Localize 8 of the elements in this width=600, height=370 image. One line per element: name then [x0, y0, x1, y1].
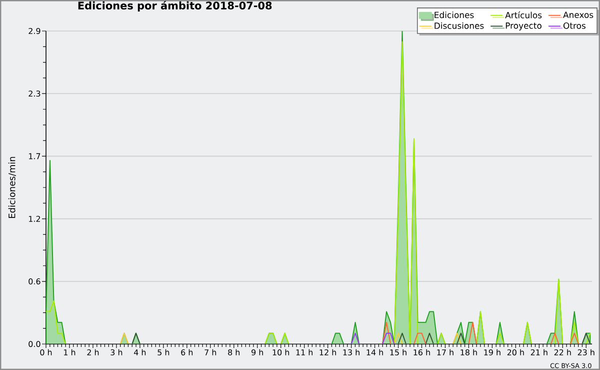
chart-title: Ediciones por ámbito 2018-07-08: [78, 0, 272, 12]
legend-label: Discusiones: [434, 22, 484, 29]
legend-label: Artículos: [505, 11, 542, 18]
legend-label: Otros: [563, 22, 586, 29]
legend-label: Ediciones: [434, 12, 474, 18]
legend-label: Proyecto: [506, 22, 542, 30]
legend-label: Anexos: [563, 12, 594, 18]
y-axis-title: Ediciones/min: [8, 156, 16, 218]
